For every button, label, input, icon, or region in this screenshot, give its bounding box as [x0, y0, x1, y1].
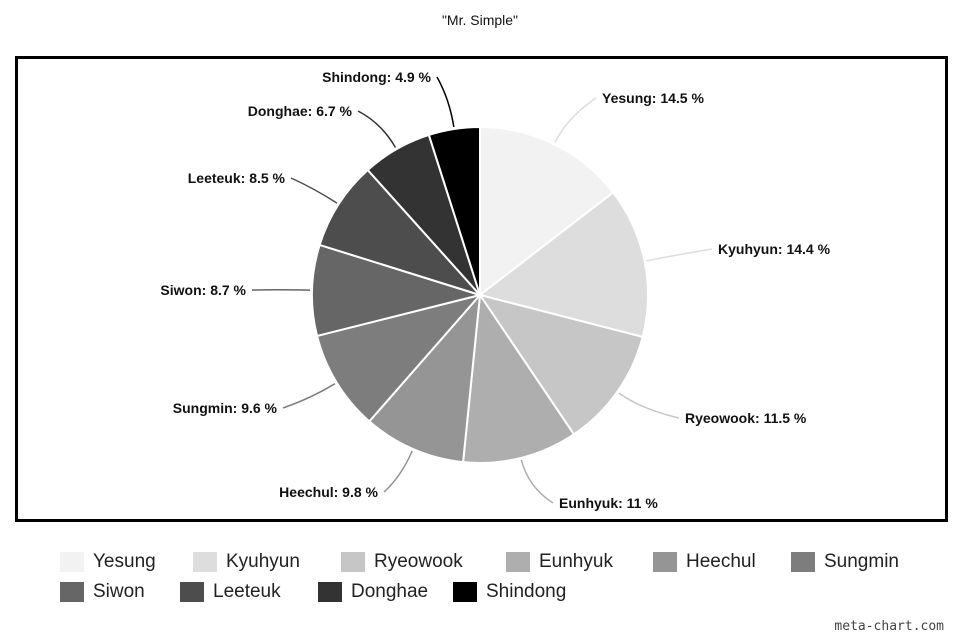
legend-label-sungmin: Sungmin — [824, 551, 899, 572]
pie-slice-kyuhyun — [477, 191, 649, 339]
legend-row: Siwon Leeteuk Donghae Shindong — [60, 577, 940, 607]
legend-label-shindong: Shindong — [486, 581, 567, 602]
legend-item-leeteuk: Leeteuk — [180, 581, 318, 603]
legend-item-eunhyuk: Eunhyuk — [506, 551, 653, 573]
legend-swatch-sungmin — [791, 552, 815, 572]
legend-swatch-donghae — [318, 582, 342, 602]
leader-line-kyuhyun — [646, 248, 713, 262]
leader-line-shindong — [436, 76, 455, 128]
pie-slice-heechul — [367, 291, 482, 464]
pie-slice-leeteuk — [318, 168, 484, 298]
legend-item-kyuhyun: Kyuhyun — [193, 551, 341, 573]
legend-item-sungmin: Sungmin — [791, 551, 911, 573]
legend-item-donghae: Donghae — [318, 581, 453, 603]
slice-label-yesung: Yesung: 14.5 % — [602, 90, 704, 106]
legend-label-heechul: Heechul — [686, 551, 756, 572]
legend-row: Yesung Kyuhyun Ryeowook Eunhyuk Heechul Sungm… — [60, 547, 940, 577]
pie-slice-shindong — [427, 125, 481, 296]
legend-item-yesung: Yesung — [60, 551, 193, 573]
chart-frame: Yesung: 14.5 % Kyuhyun: 14.4 % Ryeowook: 1… — [15, 56, 948, 522]
legend: Yesung Kyuhyun Ryeowook Eunhyuk Heechul Sungm… — [60, 547, 940, 607]
slice-label-heechul: Heechul: 9.8 % — [279, 484, 378, 500]
slice-label-leeteuk: Leeteuk: 8.5 % — [188, 170, 286, 186]
legend-swatch-shindong — [453, 582, 477, 602]
leader-line-yesung — [554, 97, 597, 143]
legend-swatch-leeteuk — [180, 582, 204, 602]
slice-label-eunhyuk: Eunhyuk: 11 % — [559, 495, 658, 511]
legend-label-siwon: Siwon — [93, 581, 145, 602]
pie-slice-siwon — [311, 243, 484, 338]
legend-label-leeteuk: Leeteuk — [213, 581, 281, 602]
slice-label-shindong: Shindong: 4.9 % — [322, 69, 431, 85]
legend-item-heechul: Heechul — [653, 551, 791, 573]
pie-chart: Yesung: 14.5 % Kyuhyun: 14.4 % Ryeowook: 1… — [160, 69, 831, 511]
leader-line-donghae — [357, 110, 397, 148]
legend-swatch-heechul — [653, 552, 677, 572]
slice-label-ryeowook: Ryeowook: 11.5 % — [685, 410, 807, 426]
legend-item-shindong: Shindong — [453, 581, 593, 603]
legend-label-eunhyuk: Eunhyuk — [539, 551, 613, 572]
pie-slice-ryeowook — [477, 293, 644, 436]
watermark: meta-chart.com — [834, 619, 944, 634]
legend-label-ryeowook: Ryeowook — [374, 551, 463, 572]
pie-slice-yesung — [479, 125, 615, 298]
legend-label-yesung: Yesung — [93, 551, 156, 572]
legend-swatch-eunhyuk — [506, 552, 530, 572]
slice-label-sungmin: Sungmin: 9.6 % — [173, 400, 278, 416]
leader-line-leeteuk — [290, 177, 338, 204]
legend-swatch-yesung — [60, 552, 84, 572]
legend-label-kyuhyun: Kyuhyun — [226, 551, 300, 572]
chart-title: "Mr. Simple" — [441, 12, 519, 28]
pie-slice-eunhyuk — [461, 292, 576, 464]
legend-label-donghae: Donghae — [351, 581, 429, 602]
legend-item-siwon: Siwon — [60, 581, 180, 603]
leader-line-ryeowook — [618, 392, 680, 419]
legend-item-ryeowook: Ryeowook — [341, 551, 506, 573]
legend-swatch-kyuhyun — [193, 552, 217, 572]
leader-line-heechul — [383, 450, 413, 493]
leader-line-sungmin — [282, 383, 336, 409]
slice-label-siwon: Siwon: 8.7 % — [160, 282, 246, 298]
slice-label-kyuhyun: Kyuhyun: 14.4 % — [718, 241, 831, 257]
legend-swatch-ryeowook — [341, 552, 365, 572]
leader-line-eunhyuk — [520, 459, 554, 504]
slice-label-donghae: Donghae: 6.7 % — [248, 103, 353, 119]
legend-swatch-siwon — [60, 582, 84, 602]
